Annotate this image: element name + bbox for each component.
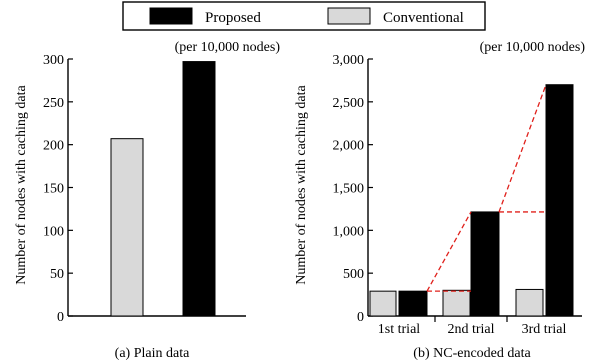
bar-conventional xyxy=(442,289,471,317)
y-tick-label: 300 xyxy=(43,53,64,68)
chart-b-ylabel: Number of nodes with caching data xyxy=(294,85,309,285)
y-tick-label: 0 xyxy=(357,310,364,325)
legend-frame xyxy=(122,1,486,31)
y-tick-label: 250 xyxy=(43,96,64,111)
y-tick-label: 500 xyxy=(343,267,364,282)
y-tick-label: 1,500 xyxy=(333,182,365,197)
y-tick-label: 2,000 xyxy=(333,139,365,154)
chart-nc-encoded-data: (per 10,000 nodes) Number of nodes with … xyxy=(294,40,585,361)
chart-plain-data: (per 10,000 nodes) Number of nodes with … xyxy=(14,40,280,361)
y-tick-label: 1,000 xyxy=(333,224,365,239)
connector-diagonal xyxy=(498,84,547,213)
y-tick-label: 2,500 xyxy=(333,96,365,111)
bar-conventional xyxy=(515,288,544,317)
y-tick-label: 200 xyxy=(43,139,64,154)
bar-conventional xyxy=(369,290,397,317)
chart-a-ylabel: Number of nodes with caching data xyxy=(14,85,29,285)
chart-b-subtitle: (per 10,000 nodes) xyxy=(480,40,586,55)
x-category-label: 3rd trial xyxy=(522,322,567,337)
chart-a-title: (a) Plain data xyxy=(115,346,190,361)
legend-label-proposed: Proposed xyxy=(205,10,261,26)
bar-proposed xyxy=(545,84,574,317)
legend-swatch-conventional xyxy=(327,7,371,25)
legend-label-conventional: Conventional xyxy=(383,10,464,26)
y-tick-label: 3,000 xyxy=(333,53,365,68)
y-tick-label: 0 xyxy=(57,310,64,325)
legend-swatch-proposed xyxy=(149,7,193,25)
chart-b-title: (b) NC-encoded data xyxy=(413,346,531,361)
bar-conventional xyxy=(110,138,144,317)
y-tick-label: 50 xyxy=(50,267,64,282)
x-category-label: 1st trial xyxy=(378,322,420,337)
x-category-label: 2nd trial xyxy=(447,322,494,337)
y-tick-label: 100 xyxy=(43,224,64,239)
y-tick-label: 150 xyxy=(43,182,64,197)
bar-proposed xyxy=(470,211,500,317)
bar-proposed xyxy=(182,61,216,317)
chart-a-subtitle: (per 10,000 nodes) xyxy=(175,40,281,55)
legend: Proposed Conventional xyxy=(122,1,486,31)
bar-proposed xyxy=(398,290,428,317)
connector-diagonal xyxy=(426,211,472,292)
